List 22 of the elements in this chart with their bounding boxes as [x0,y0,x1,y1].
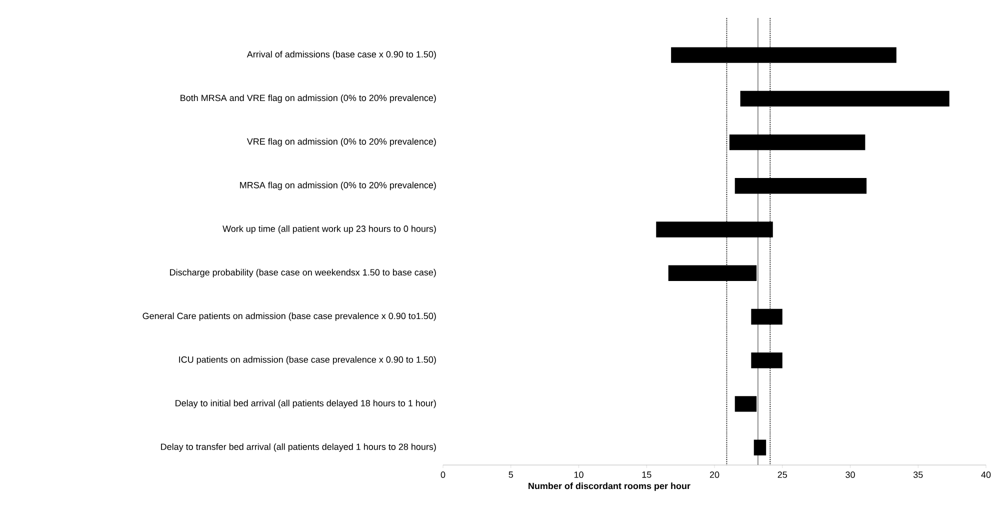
y-tick-label: Delay to initial bed arrival (all patients delayed 18 hours to 1 hour) [176,400,436,408]
y-tick-label: General Care patients on admission (base case prevalence x 0.90 to1.50) [142,312,436,321]
x-tick-label: 30 [846,472,855,478]
x-tick-label: 25 [778,472,787,478]
y-tick-label: VRE flag on admission (0% to 20% prevalence) [246,138,436,146]
y-tick-label: Arrival of admissions (base case x 0.90 to 1.50) [246,50,436,60]
x-tick-label: 15 [642,472,652,478]
y-tick-label: Delay to transfer bed arrival (all patients delayed 1 hours to 28 hours) [161,443,436,452]
x-tick-label: 35 [913,472,923,478]
y-tick-label: Discharge probability (base case on weekendsx 1.50 to base case) [170,268,436,278]
x-axis-title: Number of discordant rooms per hour [528,482,690,491]
y-tick-label: MRSA flag on admission (0% to 20% prevalence) [240,182,436,190]
x-tick-label: 5 [508,472,513,478]
y-tick-label: Both MRSA and VRE flag on admission (0% to 20% prevalence) [180,94,436,103]
bar [734,396,757,412]
bar [754,440,766,456]
x-tick-label: 40 [981,472,991,478]
x-tick-label: 0 [440,472,446,478]
y-tick-label: ICU patients on admission (base case prevalence x 0.90 to 1.50) [179,356,436,365]
x-tick-label: 10 [574,472,584,478]
y-tick-label: Work up time (all patient work up 23 hours to 0 hours) [222,225,436,234]
x-tick-label: 20 [710,472,720,478]
